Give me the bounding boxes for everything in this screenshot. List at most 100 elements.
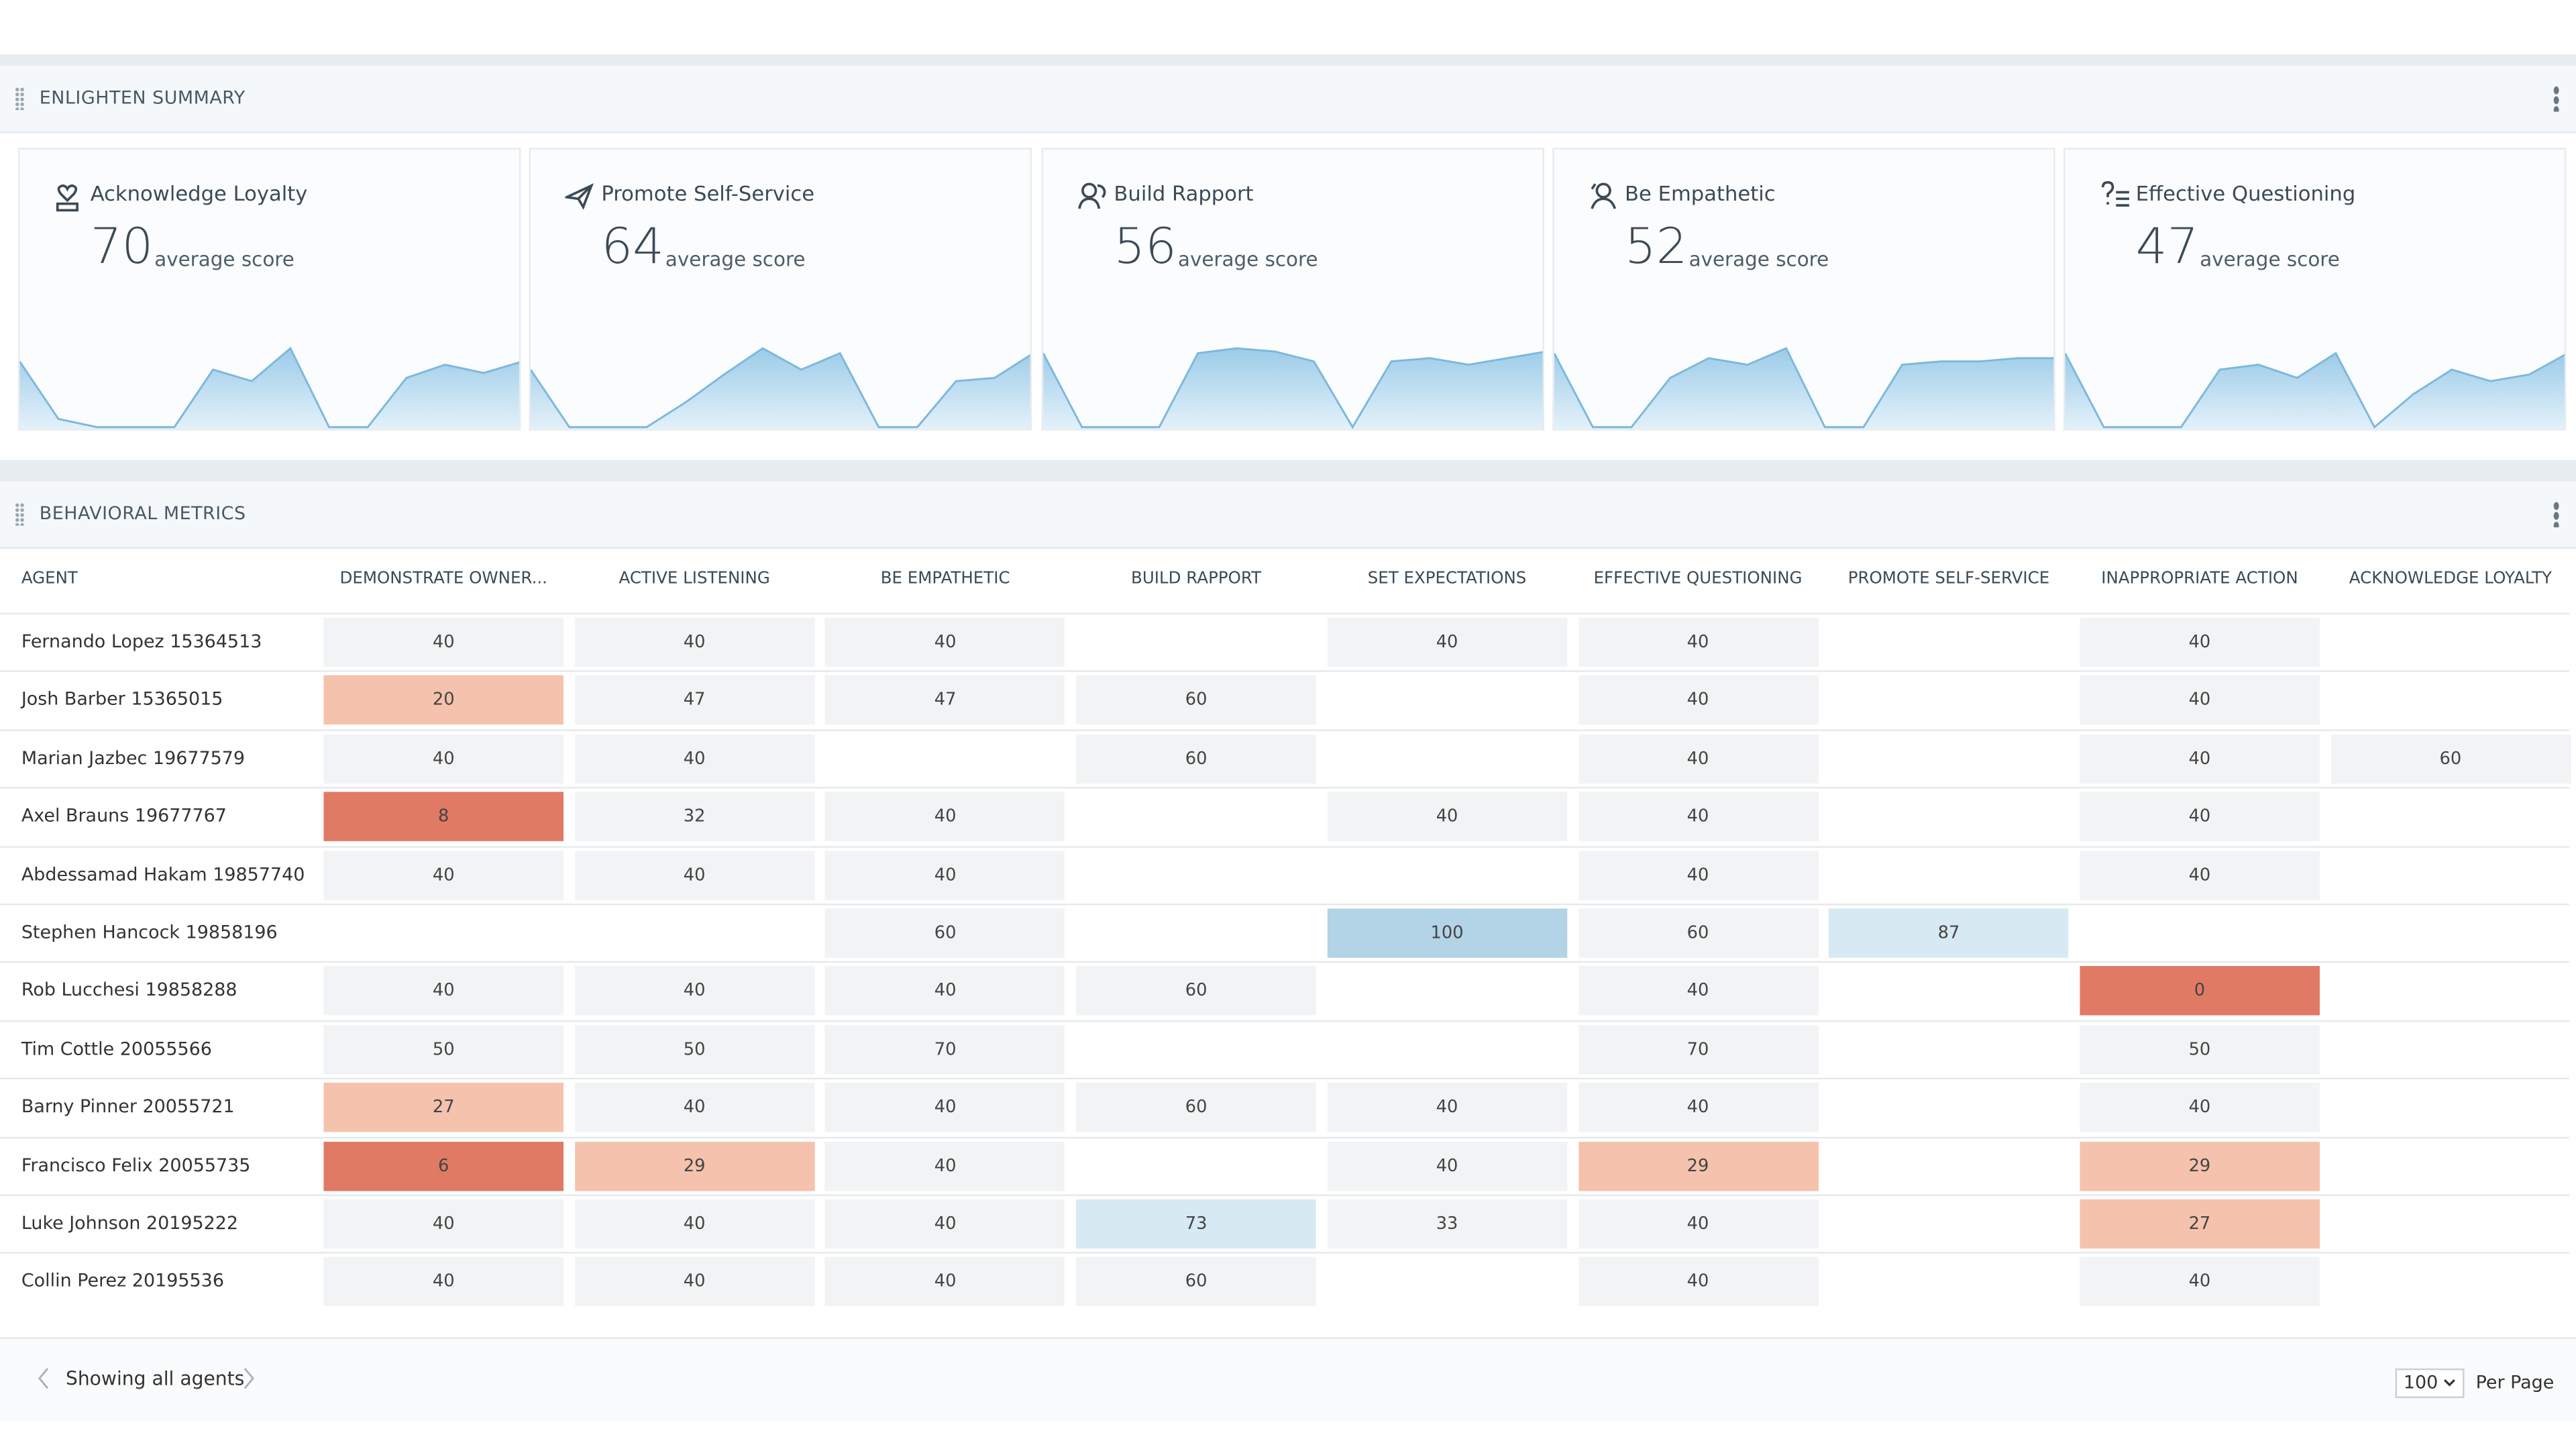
card-icon xyxy=(1591,182,1617,209)
agent-name: Fernando Lopez 15364513 xyxy=(21,631,262,653)
card-title: Be Empathetic xyxy=(1625,180,1776,206)
table-row: Collin Perez 20195536 40 40 40 60 40 40 xyxy=(0,1252,2570,1311)
metrics-table: AGENT DEMONSTRATE OWNER... ACTIVE LISTENIN… xyxy=(0,547,2576,1336)
card-caption: average score xyxy=(1688,248,1829,272)
score-cell: 40 xyxy=(1578,850,1818,900)
agent-name: Collin Perez 20195536 xyxy=(21,1271,224,1292)
sparkline-area xyxy=(2065,353,2565,429)
column-header: BUILD RAPPORT xyxy=(1131,570,1262,588)
score-cell: 60 xyxy=(2330,734,2571,784)
score-cell: 40 xyxy=(2080,617,2320,667)
card-title: Promote Self-Service xyxy=(601,180,815,206)
summary-card: Be Empathetic 52 average score xyxy=(1552,148,2055,431)
card-icon xyxy=(565,183,594,210)
score-cell: 100 xyxy=(1327,908,1567,958)
score-cell: 40 xyxy=(1578,676,1818,725)
score-cell: 33 xyxy=(1327,1199,1567,1249)
table-row: Marian Jazbec 19677579 40 40 60 40 40 60 xyxy=(0,729,2571,788)
page-size-value: 100 xyxy=(2403,1371,2438,1393)
score-cell: 40 xyxy=(323,850,564,900)
column-header: AGENT xyxy=(21,570,78,588)
score-cell: 40 xyxy=(1578,617,1818,667)
score-cell: 40 xyxy=(574,850,814,900)
next-page[interactable] xyxy=(240,1367,256,1390)
panel-title: BEHAVIORAL METRICS xyxy=(39,502,246,525)
card-title: Acknowledge Loyalty xyxy=(90,180,308,206)
sparkline-line xyxy=(1554,347,2054,429)
column-header: PROMOTE SELF-SERVICE xyxy=(1847,570,2050,588)
page-size-select[interactable]: 100 xyxy=(2395,1368,2465,1399)
table-row: Stephen Hancock 19858196 60 100 60 87 xyxy=(0,903,2570,963)
sparkline xyxy=(1554,347,2054,429)
score-cell: 40 xyxy=(574,1257,814,1307)
card-caption: average score xyxy=(154,248,294,272)
score-cell: 27 xyxy=(2080,1199,2320,1249)
card-score: 70 xyxy=(90,218,154,276)
prev-page[interactable] xyxy=(36,1367,52,1390)
agent-name: Stephen Hancock 19858196 xyxy=(21,921,278,943)
column-header: SET EXPECTATIONS xyxy=(1367,570,1527,588)
card-caption: average score xyxy=(2200,248,2340,272)
score-cell: 70 xyxy=(1578,1024,1818,1075)
score-cell: 40 xyxy=(1327,792,1567,842)
dropdown-arrow xyxy=(2443,1379,2455,1387)
agent-name: Tim Cottle 20055566 xyxy=(21,1038,212,1060)
panel-title: ENLIGHTEN SUMMARY xyxy=(39,87,246,109)
score-cell: 40 xyxy=(825,966,1065,1016)
score-cell: 40 xyxy=(574,617,814,667)
score-cell: 8 xyxy=(323,792,564,842)
score-cell: 47 xyxy=(825,676,1065,725)
agent-name: Francisco Felix 20055735 xyxy=(21,1154,251,1176)
card-caption: average score xyxy=(1177,248,1318,272)
sparkline-area xyxy=(1554,348,2054,429)
score-cell: 40 xyxy=(825,617,1065,667)
score-cell: 40 xyxy=(1578,1199,1818,1249)
table-row: Francisco Felix 20055735 6 29 40 40 29 29 xyxy=(0,1136,2570,1195)
panel-header: ENLIGHTEN SUMMARY xyxy=(0,65,2576,133)
card-score: 47 xyxy=(2135,218,2199,276)
score-cell: 40 xyxy=(574,1199,814,1249)
score-cell: 40 xyxy=(323,966,564,1016)
score-cell: 47 xyxy=(574,676,814,725)
score-cell: 40 xyxy=(574,734,814,784)
card-title: Build Rapport xyxy=(1114,180,1254,206)
agent-name: Luke Johnson 20195222 xyxy=(21,1212,239,1234)
score-cell: 40 xyxy=(2080,850,2320,900)
card-score: 56 xyxy=(1114,218,1177,276)
score-cell: 27 xyxy=(323,1083,564,1132)
score-cell: 40 xyxy=(1578,734,1818,784)
sparkline-line xyxy=(19,346,519,429)
score-cell: 40 xyxy=(1327,1141,1567,1191)
score-cell: 40 xyxy=(323,617,564,667)
sparkline xyxy=(531,347,1030,429)
table-row: Abdessamad Hakam 19857740 40 40 40 40 40 xyxy=(0,845,2570,904)
table-row: Axel Brauns 19677767 8 32 40 40 40 40 xyxy=(0,787,2570,847)
score-cell: 40 xyxy=(1578,1083,1818,1132)
score-cell: 60 xyxy=(825,908,1065,958)
score-cell: 40 xyxy=(2080,676,2320,725)
panel-menu[interactable] xyxy=(2553,85,2560,112)
drag-handle[interactable] xyxy=(15,502,25,526)
sparkline-line xyxy=(1043,347,1543,429)
summary-card: Acknowledge Loyalty 70 average score xyxy=(17,148,521,431)
score-cell: 29 xyxy=(2080,1141,2320,1191)
score-cell: 73 xyxy=(1076,1199,1316,1249)
score-cell: 32 xyxy=(574,792,814,842)
drag-handle[interactable] xyxy=(15,87,25,111)
sparkline-area xyxy=(19,348,519,429)
panel-menu[interactable] xyxy=(2553,500,2560,528)
score-cell: 60 xyxy=(1578,908,1818,958)
score-cell: 40 xyxy=(323,1257,564,1307)
column-header: ACTIVE LISTENING xyxy=(619,570,770,588)
score-cell: 29 xyxy=(1578,1141,1818,1191)
score-cell: 60 xyxy=(1076,676,1316,725)
column-header: EFFECTIVE QUESTIONING xyxy=(1593,570,1803,588)
score-cell: 40 xyxy=(1578,966,1818,1016)
score-cell: 60 xyxy=(1076,734,1316,784)
table-row: Rob Lucchesi 19858288 40 40 40 60 40 0 xyxy=(0,961,2570,1021)
agent-name: Rob Lucchesi 19858288 xyxy=(21,979,237,1002)
score-cell: 20 xyxy=(323,676,564,725)
score-cell: 40 xyxy=(2080,792,2320,842)
page-size-label: Per Page xyxy=(2475,1371,2555,1393)
